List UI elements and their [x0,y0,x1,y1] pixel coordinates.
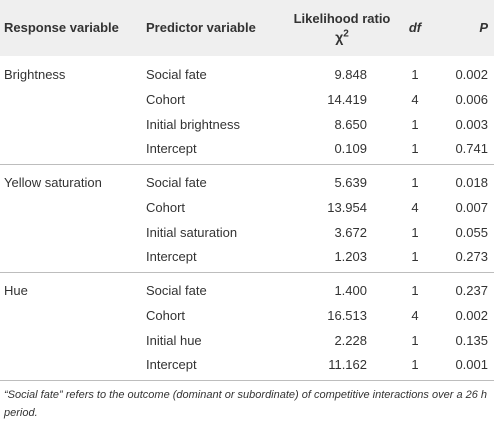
response-variable-cell: Brightness [4,67,66,82]
df-cell: 1 [411,283,419,299]
predictor-variable-cell: Social fate [146,67,207,82]
p-value-cell: 0.135 [455,332,488,348]
table-row: Cohort 16.513 4 0.002 [0,304,494,329]
header-likelihood-ratio: Likelihood ratio χ2 [286,0,394,56]
header-row: Response variable Predictor variable Lik… [0,0,494,56]
p-value-cell: 0.055 [455,224,488,240]
predictor-variable-cell: Initial brightness [146,116,240,132]
predictor-variable-cell: Social fate [146,175,207,191]
df-cell: 1 [394,353,436,381]
response-variable-cell: Hue [4,283,28,299]
table-footnote: “Social fate” refers to the outcome (dom… [4,389,488,419]
p-value-cell: 0.003 [455,116,488,132]
df-cell: 4 [411,200,419,216]
likelihood-ratio-cell: 3.672 [334,224,367,240]
table-row: Initial saturation 3.672 1 0.055 [0,221,494,246]
p-value-cell: 0.007 [455,200,488,216]
response-variable-cell [0,221,140,246]
p-value-cell: 0.237 [455,283,488,299]
likelihood-ratio-cell: 1.203 [286,245,394,273]
p-value-cell: 0.002 [455,308,488,324]
header-chi-superscript: 2 [343,28,349,40]
df-cell: 1 [411,67,419,82]
table-row: Initial hue 2.228 1 0.135 [0,329,494,354]
df-cell: 1 [411,332,419,348]
df-cell: 1 [411,175,419,191]
likelihood-ratio-cell: 2.228 [334,332,367,348]
table-body: Brightness Social fate 9.848 1 0.002 Cohort 14… [0,56,494,381]
table-row: Yellow saturation Social fate 5.639 1 0.018 [0,164,494,196]
df-cell: 1 [394,137,436,165]
predictor-variable-cell: Initial saturation [146,224,238,240]
header-response-variable: Response variable [4,20,119,35]
df-cell: 1 [411,224,419,240]
table-row: Intercept 0.109 1 0.741 [0,137,494,165]
header-likelihood-text: Likelihood ratio [293,10,391,26]
predictor-variable-cell: Intercept [140,245,286,273]
likelihood-ratio-cell: 8.650 [334,116,367,132]
header-chi-symbol: χ [335,28,344,45]
df-cell: 4 [411,92,419,108]
response-variable-cell [0,304,140,329]
p-value-cell: 0.741 [436,137,494,165]
table-row: Hue Social fate 1.400 1 0.237 [0,272,494,304]
predictor-variable-cell: Initial hue [146,332,202,348]
response-variable-cell [0,245,140,273]
response-variable-cell [0,196,140,221]
table-row: Intercept 11.162 1 0.001 [0,353,494,381]
p-value-cell: 0.002 [455,67,488,82]
predictor-variable-cell: Social fate [146,283,207,299]
header-p: P [479,20,488,35]
likelihood-ratio-cell: 1.400 [334,283,367,299]
p-value-cell: 0.001 [436,353,494,381]
likelihood-ratio-cell: 0.109 [286,137,394,165]
likelihood-ratio-cell: 5.639 [334,175,367,191]
likelihood-ratio-cell: 14.419 [327,92,367,108]
df-cell: 1 [394,245,436,273]
predictor-variable-cell: Cohort [146,308,186,324]
table-header: Response variable Predictor variable Lik… [0,0,494,56]
response-variable-cell [0,137,140,165]
p-value-cell: 0.018 [455,175,488,191]
response-variable-cell: Yellow saturation [4,175,102,191]
likelihood-ratio-cell: 13.954 [327,200,367,216]
table-row: Cohort 13.954 4 0.007 [0,196,494,221]
table-row: Brightness Social fate 9.848 1 0.002 [0,56,494,88]
table-row: Cohort 14.419 4 0.006 [0,88,494,113]
header-predictor-variable: Predictor variable [146,20,256,35]
table-row: Intercept 1.203 1 0.273 [0,245,494,273]
likelihood-ratio-cell: 9.848 [334,67,367,82]
predictor-variable-cell: Intercept [140,137,286,165]
response-variable-cell [0,353,140,381]
likelihood-ratio-cell: 11.162 [286,353,394,381]
header-df: df [408,20,422,35]
predictor-variable-cell: Cohort [146,92,186,108]
p-value-cell: 0.006 [455,92,488,108]
df-cell: 1 [411,116,419,132]
p-value-cell: 0.273 [436,245,494,273]
predictor-variable-cell: Intercept [140,353,286,381]
response-variable-cell [0,113,140,138]
table-row: Initial brightness 8.650 1 0.003 [0,113,494,138]
predictor-variable-cell: Cohort [146,200,186,216]
response-variable-cell [0,88,140,113]
response-variable-cell [0,329,140,354]
results-table: Response variable Predictor variable Lik… [0,0,494,381]
likelihood-ratio-cell: 16.513 [327,308,367,324]
df-cell: 4 [411,308,419,324]
